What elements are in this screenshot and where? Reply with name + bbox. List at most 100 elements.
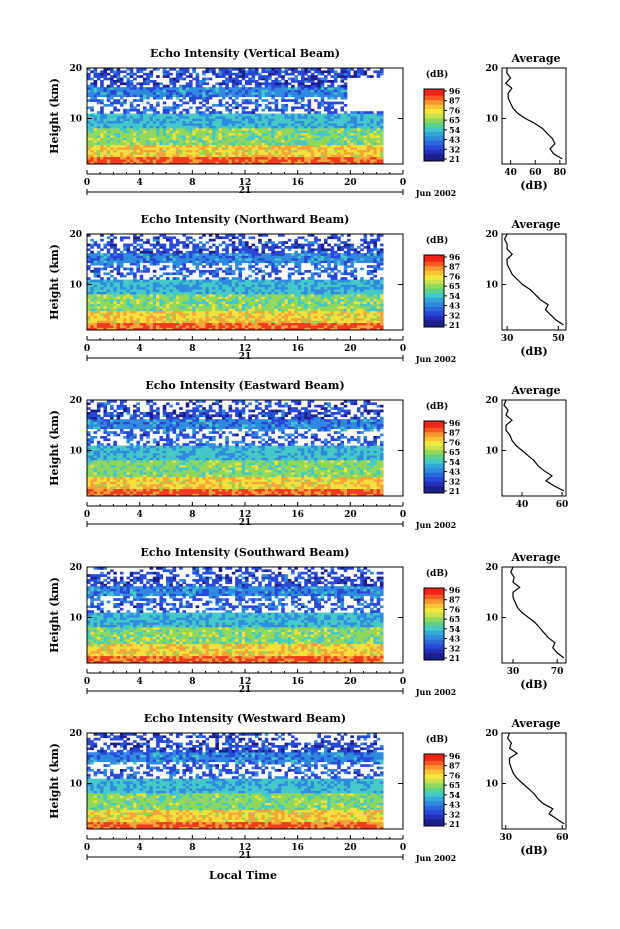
heatmap-cell	[87, 72, 91, 76]
heatmap-cell	[159, 296, 164, 300]
heatmap-cell	[185, 101, 190, 105]
heatmap-cell	[162, 318, 167, 321]
heatmap-cell	[129, 294, 134, 297]
heatmap-cell	[343, 75, 348, 78]
heatmap-cell	[324, 75, 328, 78]
heatmap-cell	[179, 94, 183, 98]
heatmap-cell	[320, 82, 325, 86]
heatmap-cell	[353, 159, 358, 162]
heatmap-cell	[221, 161, 226, 165]
heatmap-cell	[195, 303, 200, 307]
heatmap-cell	[119, 308, 124, 312]
heatmap-cell	[271, 291, 275, 295]
heatmap-cell	[202, 89, 206, 93]
heatmap-cell	[379, 279, 384, 283]
heatmap-cell	[185, 296, 190, 300]
heatmap-cell	[350, 123, 354, 126]
heatmap-cell	[304, 132, 308, 136]
heatmap-cell	[169, 94, 173, 98]
heatmap-cell	[241, 111, 246, 114]
heatmap-cell	[90, 289, 94, 292]
heatmap-cell	[366, 118, 371, 122]
heatmap-cell	[123, 99, 127, 102]
heatmap-cell	[136, 296, 140, 300]
heatmap-cell	[175, 318, 180, 321]
heatmap-cell	[356, 310, 361, 314]
heatmap-cell	[238, 82, 243, 86]
heatmap-cell	[129, 118, 134, 122]
heatmap-cell	[185, 82, 190, 86]
heatmap-cell	[231, 113, 236, 117]
heatmap-cell	[192, 291, 196, 295]
heatmap-cell	[238, 318, 243, 321]
heatmap-cell	[149, 130, 154, 134]
heatmap-cell	[324, 118, 328, 122]
heatmap-cell	[189, 87, 193, 90]
heatmap-cell	[360, 303, 364, 307]
heatmap-cell	[159, 279, 164, 283]
panel-title: Echo Intensity (Vertical Beam)	[150, 47, 340, 60]
heatmap-cell	[340, 149, 345, 153]
heatmap-cell	[327, 68, 331, 71]
heatmap-cell	[162, 123, 167, 126]
heatmap-cell	[156, 294, 160, 297]
heatmap-cell	[123, 130, 127, 134]
heatmap-cell	[149, 142, 154, 146]
heatmap-cell	[314, 87, 318, 90]
heatmap-cell	[264, 284, 269, 288]
heatmap-cell	[182, 149, 187, 153]
heatmap-cell	[149, 116, 154, 119]
heatmap-cell	[106, 147, 111, 150]
heatmap-cell	[149, 128, 154, 131]
heatmap-cell	[264, 135, 269, 138]
heatmap-cell	[212, 116, 216, 119]
heatmap-cell	[297, 289, 302, 292]
heatmap-cell	[320, 70, 325, 74]
heatmap-cell	[238, 132, 243, 136]
heatmap-cell	[225, 149, 229, 153]
heatmap-cell	[139, 75, 144, 78]
heatmap-cell	[284, 137, 289, 141]
heatmap-cell	[356, 142, 361, 146]
heatmap-cell	[373, 279, 377, 283]
heatmap-cell	[175, 325, 180, 328]
heatmap-cell	[116, 116, 121, 119]
heatmap-cell	[218, 282, 223, 285]
heatmap-cell	[221, 147, 226, 150]
heatmap-cell	[133, 156, 137, 160]
heatmap-cell	[142, 161, 147, 165]
heatmap-cell	[353, 289, 358, 292]
heatmap-cell	[254, 130, 259, 134]
heatmap-cell	[238, 320, 243, 324]
heatmap-cell	[123, 310, 127, 314]
heatmap-cell	[284, 116, 289, 119]
heatmap-cell	[139, 128, 144, 131]
heatmap-cell	[360, 322, 364, 326]
heatmap-cell	[100, 303, 104, 307]
heatmap-cell	[100, 327, 104, 331]
heatmap-cell	[136, 94, 140, 98]
heatmap-cell	[126, 120, 131, 124]
heatmap-cell	[139, 327, 144, 331]
heatmap-cell	[343, 123, 348, 126]
heatmap-cell	[129, 140, 134, 143]
heatmap-cell	[198, 152, 203, 155]
heatmap-cell	[123, 318, 127, 321]
heatmap-cell	[291, 289, 295, 292]
heatmap-cell	[116, 84, 121, 88]
heatmap-cell	[218, 70, 223, 74]
heatmap-cell	[363, 291, 368, 295]
heatmap-cell	[248, 70, 252, 74]
heatmap-cell	[238, 286, 243, 290]
heatmap-cell	[96, 137, 101, 141]
heatmap-cell	[225, 327, 229, 331]
heatmap-cell	[172, 296, 177, 300]
heatmap-cell	[353, 274, 358, 278]
heatmap-cell	[291, 296, 295, 300]
heatmap-cell	[96, 279, 101, 283]
heatmap-cell	[136, 291, 140, 295]
heatmap-cell	[156, 152, 160, 155]
heatmap-cell	[248, 120, 252, 124]
heatmap-cell	[324, 308, 328, 312]
heatmap-cell	[333, 111, 338, 114]
